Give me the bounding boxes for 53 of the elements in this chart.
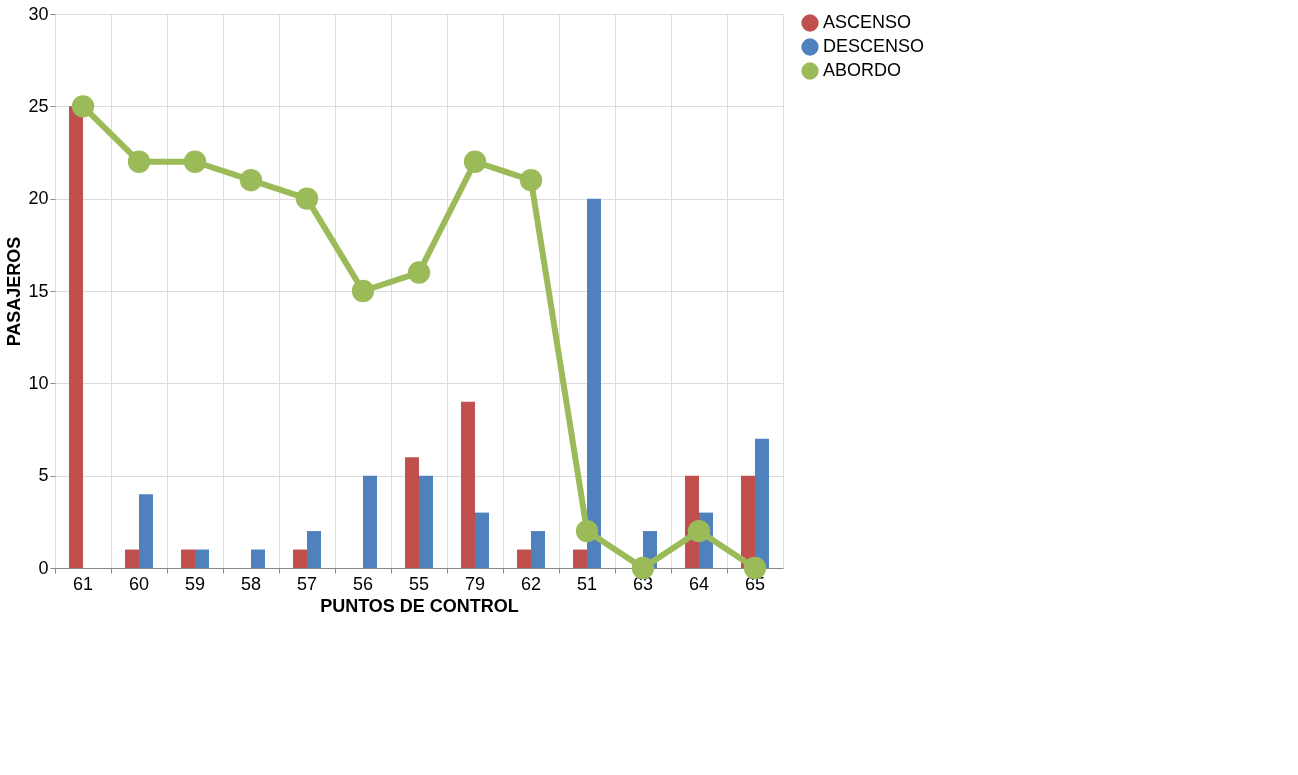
point (295, 187, 319, 210)
bar (531, 531, 545, 568)
bar (125, 549, 139, 568)
x-tick-label: 51 (576, 573, 598, 594)
y-tick-label: 10 (28, 372, 49, 393)
bar (475, 512, 489, 568)
y-tick-label: 20 (28, 188, 49, 209)
x-tick-label: 55 (408, 573, 430, 594)
y-tick-label: 15 (28, 280, 49, 301)
bar (587, 198, 601, 568)
x-tick-label: 64 (688, 573, 710, 594)
bar (69, 106, 83, 568)
bar (195, 549, 209, 568)
bar (181, 549, 195, 568)
y-axis-title: PASAJEROS (4, 236, 25, 347)
bar (517, 549, 531, 568)
bar (363, 475, 377, 568)
legend-label: DESCENSO (823, 36, 925, 56)
bar (573, 549, 587, 568)
x-tick-label: 62 (520, 573, 542, 594)
y-tick-label: 5 (38, 465, 49, 486)
point (71, 95, 95, 118)
legend-label: ASCENSO (823, 12, 912, 32)
point (519, 169, 543, 192)
bar (139, 494, 153, 568)
legend-label: ABORDO (823, 60, 902, 80)
bar (293, 549, 307, 568)
point (127, 150, 151, 173)
x-tick-label: 61 (72, 573, 94, 594)
point (463, 150, 487, 173)
bar (755, 438, 769, 568)
y-tick-label: 30 (28, 3, 49, 24)
x-tick-label: 58 (240, 573, 262, 594)
point (239, 169, 263, 192)
y-tick-label: 0 (38, 557, 49, 578)
bar (405, 457, 419, 568)
point (575, 519, 599, 543)
x-tick-label: 79 (464, 573, 486, 594)
x-tick-label: 59 (184, 573, 206, 594)
x-tick-label: 63 (632, 573, 654, 594)
bar (419, 475, 433, 568)
x-axis-title: PUNTOS DE CONTROL (320, 595, 519, 616)
point (407, 261, 431, 284)
x-tick-label: 56 (352, 573, 374, 594)
point (687, 519, 711, 543)
x-tick-label: 60 (128, 573, 150, 594)
x-tick-label: 57 (296, 573, 318, 594)
point (183, 150, 207, 173)
bar (251, 549, 265, 568)
y-tick-label: 25 (28, 95, 49, 116)
bar (307, 531, 321, 568)
point (351, 279, 375, 303)
bar (461, 401, 475, 568)
